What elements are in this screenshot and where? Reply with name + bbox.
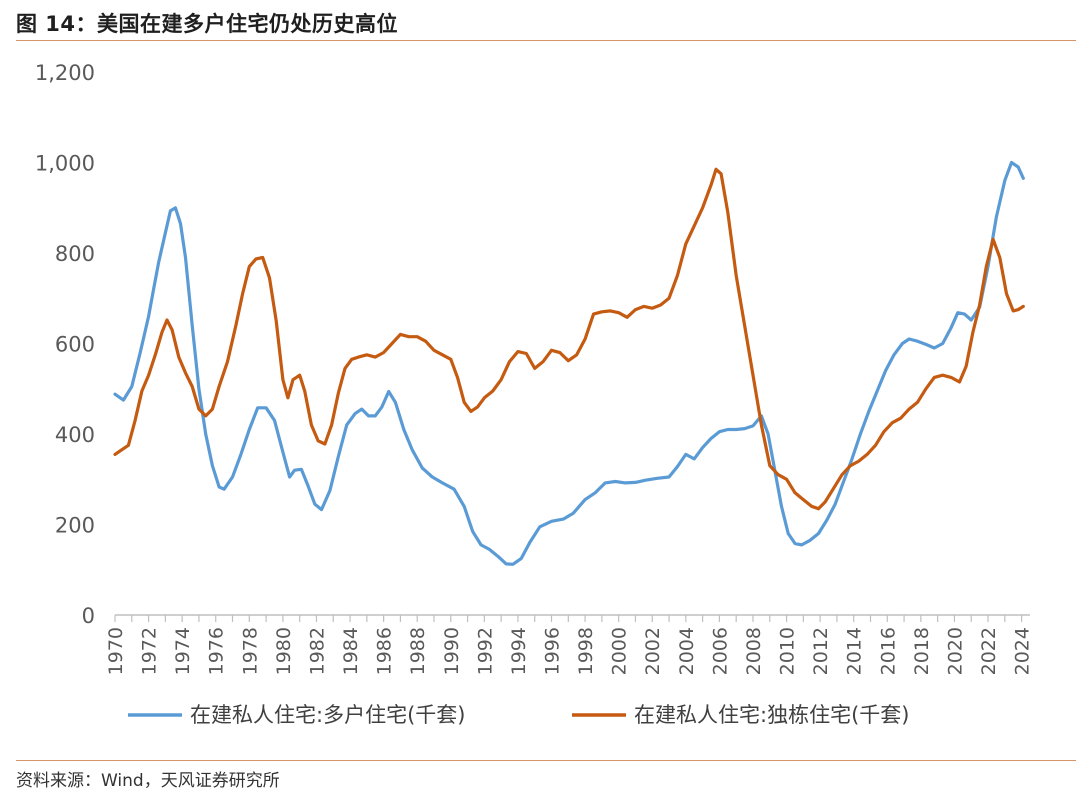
x-tick-label: 1986 bbox=[374, 627, 396, 675]
x-tick-label: 1970 bbox=[105, 627, 127, 675]
x-tick-label: 2014 bbox=[844, 627, 866, 675]
x-tick-label: 2024 bbox=[1012, 627, 1034, 675]
x-tick-label: 1972 bbox=[139, 627, 161, 675]
series-line-single-family bbox=[113, 167, 1025, 511]
legend: 在建私人住宅:多户住宅(千套) 在建私人住宅:独栋住宅(千套) bbox=[128, 703, 909, 727]
x-tick-label: 2000 bbox=[609, 627, 631, 675]
y-tick-label: 1,000 bbox=[35, 152, 95, 176]
y-tick-label: 400 bbox=[55, 423, 95, 447]
x-axis-labels: 1970 1972 1974 1976 1978 1980 1982 1984 1986 1988… bbox=[105, 627, 1034, 675]
x-tick-label: 2012 bbox=[810, 627, 832, 675]
x-tick-label: 1988 bbox=[407, 627, 429, 675]
x-tick-label: 2004 bbox=[676, 627, 698, 675]
y-tick-label: 1,200 bbox=[35, 61, 95, 85]
legend-label: 在建私人住宅:独栋住宅(千套) bbox=[634, 703, 909, 727]
source-divider bbox=[16, 760, 1076, 761]
x-tick-label: 1998 bbox=[575, 627, 597, 675]
x-tick-label: 2006 bbox=[709, 627, 731, 675]
x-tick-label: 1982 bbox=[306, 627, 328, 675]
x-tick-label: 2020 bbox=[944, 627, 966, 675]
y-tick-label: 0 bbox=[82, 604, 95, 628]
x-tick-label: 1976 bbox=[206, 627, 228, 675]
line-chart: 0 200 400 600 800 1,000 1,200 1970 1972 1974 1976… bbox=[35, 61, 1034, 727]
x-tick-label: 1978 bbox=[239, 627, 261, 675]
x-tick-label: 2022 bbox=[978, 627, 1000, 675]
figure-title: 图 14：美国在建多户住宅仍处历史高位 bbox=[16, 12, 399, 36]
x-tick-label: 2008 bbox=[743, 627, 765, 675]
x-tick-label: 2018 bbox=[911, 627, 933, 675]
series-lines bbox=[113, 160, 1025, 566]
x-tick-label: 2002 bbox=[642, 627, 664, 675]
x-tick-label: 2016 bbox=[877, 627, 899, 675]
y-axis-labels: 0 200 400 600 800 1,000 1,200 bbox=[35, 61, 95, 628]
x-tick-label: 2010 bbox=[777, 627, 799, 675]
x-tick-label: 1994 bbox=[508, 627, 530, 675]
title-divider bbox=[16, 40, 1076, 41]
x-tick-label: 1992 bbox=[474, 627, 496, 675]
x-tick-label: 1990 bbox=[441, 627, 463, 675]
x-tick-label: 1974 bbox=[172, 627, 194, 675]
x-tick-label: 1996 bbox=[542, 627, 564, 675]
x-tick-label: 1984 bbox=[340, 627, 362, 675]
y-tick-label: 800 bbox=[55, 242, 95, 266]
source-note: 资料来源：Wind，天风证券研究所 bbox=[16, 771, 280, 791]
x-tick-label: 1980 bbox=[273, 627, 295, 675]
legend-label: 在建私人住宅:多户住宅(千套) bbox=[190, 703, 465, 727]
y-tick-label: 600 bbox=[55, 333, 95, 357]
x-axis-ticks bbox=[114, 615, 1023, 622]
y-tick-label: 200 bbox=[55, 514, 95, 538]
series-line-multi-family bbox=[113, 160, 1025, 566]
